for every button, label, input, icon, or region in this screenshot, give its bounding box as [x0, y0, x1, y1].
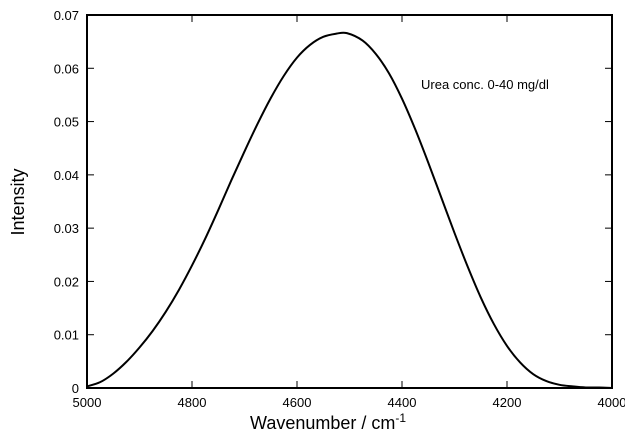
x-tick-label: 4600	[283, 395, 312, 410]
series-line	[86, 31, 613, 389]
y-tick-label: 0.04	[54, 168, 79, 183]
x-tick-label: 4000	[598, 395, 625, 410]
y-tick-label: 0.01	[54, 328, 79, 343]
tick-labels: 5000 4800 4600 4400 4200 4000 0 0.01 0.02 0.03 0.0…	[54, 8, 625, 410]
x-tick-label: 5000	[73, 395, 102, 410]
y-tick-label: 0.07	[54, 8, 79, 23]
y-tick-label: 0.06	[54, 61, 79, 76]
x-axis-label-text: Wavenumber / cm	[250, 413, 395, 433]
x-axis-label-superscript: -1	[395, 411, 406, 425]
y-tick-label: 0	[72, 381, 79, 396]
x-tick-label: 4400	[388, 395, 417, 410]
y-tick-label: 0.02	[54, 274, 79, 289]
y-axis-label: Intensity	[8, 168, 28, 235]
y-tick-label: 0.03	[54, 221, 79, 236]
axis-ticks	[86, 14, 613, 389]
plot-frame	[86, 14, 613, 389]
x-tick-label: 4200	[493, 395, 522, 410]
annotation-label: Urea conc. 0-40 mg/dl	[421, 77, 549, 92]
x-tick-label: 4800	[178, 395, 207, 410]
x-axis-label: Wavenumber / cm-1	[250, 411, 406, 433]
y-tick-label: 0.05	[54, 115, 79, 130]
